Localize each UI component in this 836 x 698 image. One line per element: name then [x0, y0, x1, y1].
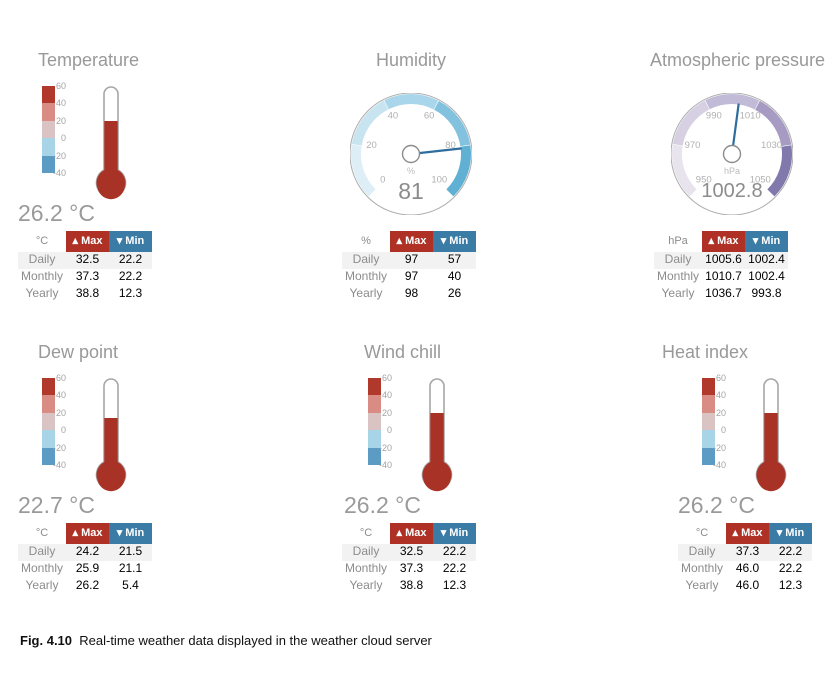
svg-text:970: 970: [685, 140, 701, 151]
svg-text:990: 990: [706, 110, 722, 121]
svg-text:1030: 1030: [761, 140, 782, 151]
svg-text:hPa: hPa: [724, 166, 740, 176]
svg-text:60: 60: [424, 110, 435, 121]
svg-text:%: %: [407, 166, 415, 176]
svg-text:1010: 1010: [740, 110, 761, 121]
svg-text:40: 40: [388, 110, 399, 121]
svg-text:20: 20: [366, 140, 377, 151]
